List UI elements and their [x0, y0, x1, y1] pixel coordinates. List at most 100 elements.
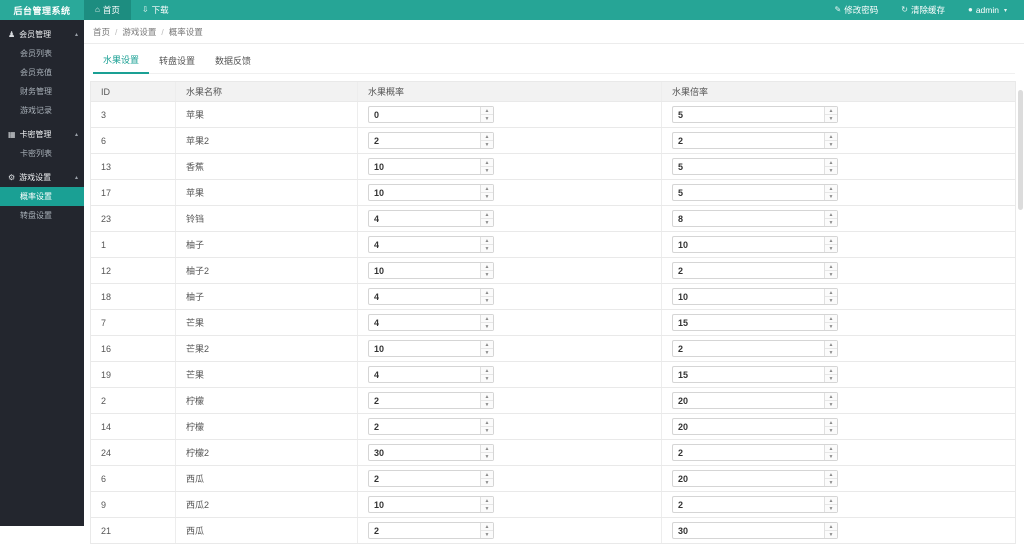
spinner-up-icon[interactable]: ▲	[481, 107, 493, 115]
spinner-up-icon[interactable]: ▲	[825, 211, 837, 219]
tab[interactable]: 数据反馈	[215, 56, 252, 66]
spinner-up-icon[interactable]: ▲	[825, 315, 837, 323]
number-spinner[interactable]: ▲ ▼	[824, 497, 837, 512]
spinner-up-icon[interactable]: ▲	[481, 263, 493, 271]
topnav-item[interactable]: ⇩ 下载	[131, 0, 180, 20]
spinner-up-icon[interactable]: ▲	[825, 237, 837, 245]
probability-input[interactable]	[369, 211, 479, 226]
probability-input[interactable]	[369, 497, 479, 512]
number-spinner[interactable]: ▲ ▼	[480, 107, 493, 122]
spinner-down-icon[interactable]: ▼	[481, 349, 493, 356]
spinner-up-icon[interactable]: ▲	[481, 497, 493, 505]
spinner-down-icon[interactable]: ▼	[825, 505, 837, 512]
topbar-right-item[interactable]: ↻ 清除缓存	[892, 0, 959, 20]
spinner-down-icon[interactable]: ▼	[825, 167, 837, 174]
spinner-up-icon[interactable]: ▲	[825, 419, 837, 427]
number-spinner[interactable]: ▲ ▼	[480, 289, 493, 304]
number-spinner[interactable]: ▲ ▼	[824, 159, 837, 174]
number-spinner[interactable]: ▲ ▼	[480, 367, 493, 382]
multiplier-input[interactable]	[673, 523, 823, 538]
number-spinner[interactable]: ▲ ▼	[480, 471, 493, 486]
spinner-up-icon[interactable]: ▲	[825, 471, 837, 479]
number-spinner[interactable]: ▲ ▼	[480, 445, 493, 460]
sidebar-item[interactable]: ♟ 会员管理 ▴	[0, 25, 84, 44]
multiplier-input[interactable]	[673, 445, 823, 460]
multiplier-input[interactable]	[673, 289, 823, 304]
multiplier-input[interactable]	[673, 107, 823, 122]
spinner-down-icon[interactable]: ▼	[825, 141, 837, 148]
number-spinner[interactable]: ▲ ▼	[824, 315, 837, 330]
spinner-up-icon[interactable]: ▲	[481, 367, 493, 375]
sidebar-item[interactable]: ⚙ 游戏设置 ▴	[0, 168, 84, 187]
spinner-up-icon[interactable]: ▲	[825, 133, 837, 141]
number-spinner[interactable]: ▲ ▼	[480, 237, 493, 252]
scrollbar[interactable]	[1018, 90, 1023, 520]
spinner-up-icon[interactable]: ▲	[825, 107, 837, 115]
number-spinner[interactable]: ▲ ▼	[824, 445, 837, 460]
spinner-down-icon[interactable]: ▼	[481, 297, 493, 304]
spinner-down-icon[interactable]: ▼	[825, 427, 837, 434]
probability-input[interactable]	[369, 523, 479, 538]
probability-input[interactable]	[369, 315, 479, 330]
multiplier-input[interactable]	[673, 133, 823, 148]
number-spinner[interactable]: ▲ ▼	[480, 133, 493, 148]
probability-input[interactable]	[369, 133, 479, 148]
probability-input[interactable]	[369, 393, 479, 408]
spinner-down-icon[interactable]: ▼	[481, 375, 493, 382]
multiplier-input[interactable]	[673, 393, 823, 408]
spinner-up-icon[interactable]: ▲	[481, 211, 493, 219]
number-spinner[interactable]: ▲ ▼	[824, 419, 837, 434]
number-spinner[interactable]: ▲ ▼	[824, 523, 837, 538]
spinner-down-icon[interactable]: ▼	[481, 505, 493, 512]
probability-input[interactable]	[369, 419, 479, 434]
number-spinner[interactable]: ▲ ▼	[480, 263, 493, 278]
probability-input[interactable]	[369, 367, 479, 382]
number-spinner[interactable]: ▲ ▼	[480, 159, 493, 174]
number-spinner[interactable]: ▲ ▼	[480, 419, 493, 434]
spinner-down-icon[interactable]: ▼	[481, 401, 493, 408]
sidebar-item[interactable]: 转盘设置	[0, 206, 84, 225]
spinner-up-icon[interactable]: ▲	[481, 185, 493, 193]
topnav-item[interactable]: ⌂ 首页	[84, 0, 131, 20]
number-spinner[interactable]: ▲ ▼	[480, 211, 493, 226]
number-spinner[interactable]: ▲ ▼	[824, 185, 837, 200]
spinner-down-icon[interactable]: ▼	[825, 531, 837, 538]
probability-input[interactable]	[369, 263, 479, 278]
spinner-up-icon[interactable]: ▲	[481, 393, 493, 401]
multiplier-input[interactable]	[673, 237, 823, 252]
spinner-down-icon[interactable]: ▼	[481, 219, 493, 226]
spinner-up-icon[interactable]: ▲	[481, 523, 493, 531]
number-spinner[interactable]: ▲ ▼	[480, 341, 493, 356]
probability-input[interactable]	[369, 471, 479, 486]
spinner-down-icon[interactable]: ▼	[825, 349, 837, 356]
spinner-down-icon[interactable]: ▼	[481, 245, 493, 252]
number-spinner[interactable]: ▲ ▼	[824, 289, 837, 304]
number-spinner[interactable]: ▲ ▼	[480, 497, 493, 512]
spinner-up-icon[interactable]: ▲	[481, 341, 493, 349]
spinner-up-icon[interactable]: ▲	[481, 237, 493, 245]
topbar-right-item[interactable]: ● admin ▾	[959, 0, 1016, 20]
spinner-down-icon[interactable]: ▼	[825, 245, 837, 252]
spinner-up-icon[interactable]: ▲	[825, 289, 837, 297]
spinner-up-icon[interactable]: ▲	[825, 393, 837, 401]
spinner-down-icon[interactable]: ▼	[825, 219, 837, 226]
number-spinner[interactable]: ▲ ▼	[480, 393, 493, 408]
breadcrumb-section[interactable]: 游戏设置	[122, 26, 157, 37]
spinner-down-icon[interactable]: ▼	[481, 193, 493, 200]
spinner-down-icon[interactable]: ▼	[825, 375, 837, 382]
topbar-right-item[interactable]: ✎ 修改密码	[826, 0, 893, 20]
spinner-up-icon[interactable]: ▲	[825, 445, 837, 453]
spinner-down-icon[interactable]: ▼	[825, 453, 837, 460]
spinner-down-icon[interactable]: ▼	[481, 479, 493, 486]
spinner-down-icon[interactable]: ▼	[481, 531, 493, 538]
probability-input[interactable]	[369, 289, 479, 304]
sidebar-item[interactable]: 游戏记录	[0, 101, 84, 120]
tab[interactable]: 转盘设置	[159, 56, 196, 66]
spinner-up-icon[interactable]: ▲	[481, 159, 493, 167]
number-spinner[interactable]: ▲ ▼	[824, 263, 837, 278]
spinner-down-icon[interactable]: ▼	[825, 115, 837, 122]
sidebar-item[interactable]: ▦ 卡密管理 ▴	[0, 125, 84, 144]
number-spinner[interactable]: ▲ ▼	[480, 185, 493, 200]
number-spinner[interactable]: ▲ ▼	[480, 523, 493, 538]
spinner-down-icon[interactable]: ▼	[825, 193, 837, 200]
